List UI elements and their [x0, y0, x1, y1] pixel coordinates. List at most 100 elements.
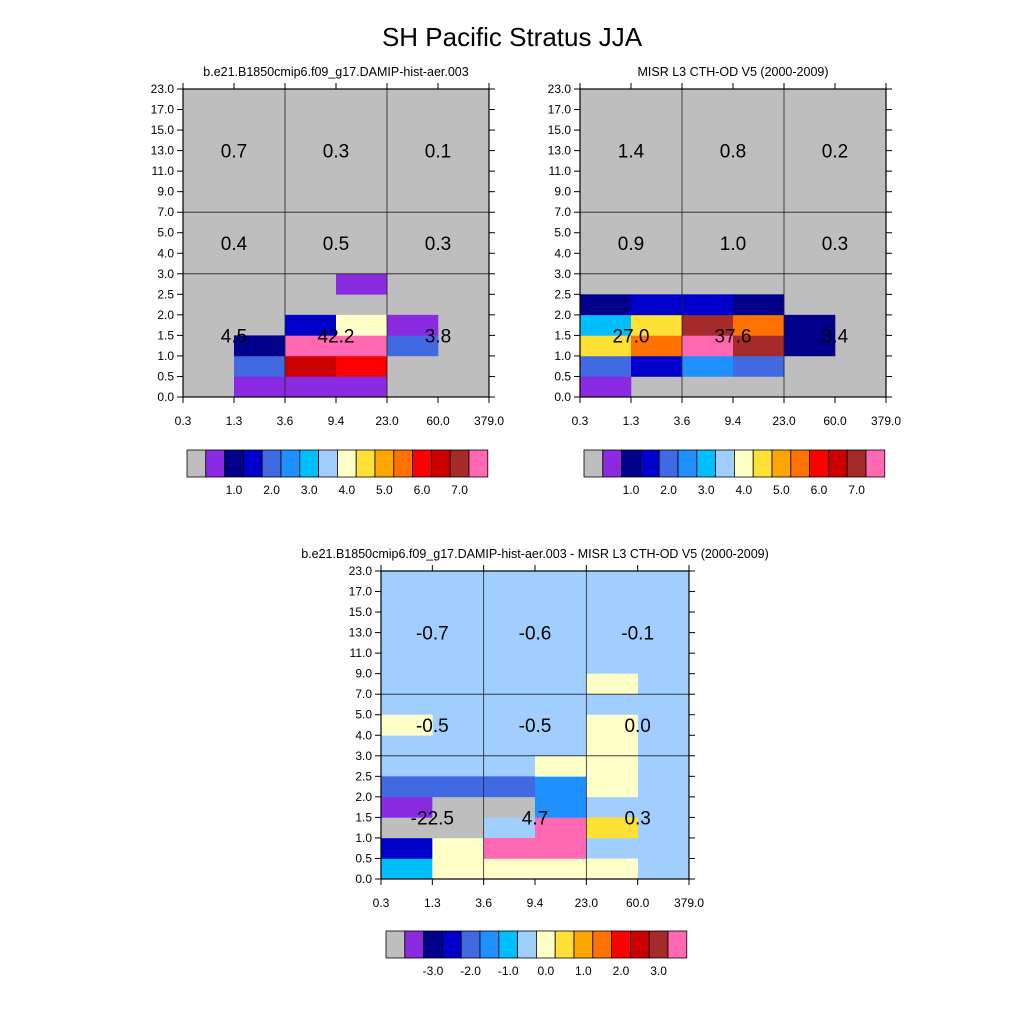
heatmap-cell	[387, 314, 439, 336]
panel-title: b.e21.B1850cmip6.f09_g17.DAMIP-hist-aer.…	[301, 547, 769, 561]
heatmap-cell	[381, 714, 433, 736]
colorbar-label: 5.0	[376, 483, 393, 497]
x-tick-label: 0.3	[373, 896, 390, 910]
y-tick-label: 11.0	[350, 646, 373, 660]
x-tick-label: 1.3	[424, 896, 441, 910]
y-tick-label: 4.0	[355, 728, 372, 742]
heatmap-cell	[682, 314, 734, 336]
colorbar-label: 6.0	[811, 483, 828, 497]
colorbar-label: 7.0	[848, 483, 865, 497]
region-total-label: 0.3	[822, 234, 848, 255]
colorbar-box	[261, 449, 282, 478]
colorbar-box	[734, 449, 754, 478]
heatmap-cell	[483, 776, 536, 798]
colorbar-box	[498, 930, 518, 959]
heatmap-cell	[285, 335, 337, 357]
colorbar-box	[592, 930, 612, 959]
chart-panel-model: b.e21.B1850cmip6.f09_g17.DAMIP-hist-aer.…	[151, 65, 505, 497]
colorbar-label: 1.0	[623, 483, 640, 497]
heatmap-cell	[381, 837, 433, 859]
heatmap-cell	[580, 355, 632, 377]
y-tick-label: 0.5	[157, 369, 174, 383]
region-total-label: -0.1	[621, 624, 654, 645]
heatmap-cell	[682, 294, 734, 316]
colorbar-box	[667, 930, 688, 959]
heatmap-cell	[381, 776, 433, 798]
heatmap-cell	[432, 837, 484, 859]
region-total-label: -0.5	[416, 716, 449, 737]
colorbar-label: -1.0	[498, 964, 519, 978]
colorbar-box	[640, 449, 660, 478]
region-total-label: 1.4	[618, 142, 645, 163]
heatmap-cell	[580, 376, 632, 398]
heatmap-cell	[586, 714, 638, 736]
colorbar-box	[336, 449, 357, 478]
colorbar-box	[715, 449, 735, 478]
heatmap-cell	[483, 837, 536, 859]
colorbar-label: 7.0	[451, 483, 468, 497]
y-tick-label: 23.0	[349, 564, 373, 578]
heatmap-cell	[381, 796, 433, 818]
colorbar-box	[536, 930, 556, 959]
x-tick-label: 9.4	[725, 414, 742, 428]
heatmap-cell	[234, 355, 286, 377]
y-tick-label: 23.0	[548, 82, 572, 96]
y-tick-label: 13.0	[349, 626, 373, 640]
heatmap-cell	[784, 335, 836, 357]
y-tick-label: 0.5	[554, 369, 571, 383]
colorbar-box	[790, 449, 810, 478]
heatmap-cell	[631, 294, 683, 316]
heatmap-cell	[733, 355, 785, 377]
y-tick-label: 15.0	[349, 605, 373, 619]
colorbar-label: 3.0	[650, 964, 667, 978]
x-tick-label: 9.4	[328, 414, 345, 428]
colorbar-box	[583, 449, 604, 478]
y-tick-label: 2.0	[355, 790, 372, 804]
heatmap-cell	[483, 858, 536, 880]
y-tick-label: 0.5	[355, 851, 372, 865]
colorbar-label: 3.0	[301, 483, 318, 497]
colorbar-box	[186, 449, 207, 478]
heatmap-cell	[784, 314, 836, 336]
colorbar-box	[318, 449, 338, 478]
colorbar-box	[517, 930, 537, 959]
colorbar-box	[658, 449, 679, 478]
y-tick-label: 1.5	[157, 328, 174, 342]
chart-panel-obs: MISR L3 CTH-OD V5 (2000-2009) 27.0 37.6 3.4…	[548, 65, 902, 497]
y-tick-label: 1.0	[554, 349, 571, 363]
heatmap-cell	[336, 335, 388, 357]
colorbar-label: 2.0	[263, 483, 280, 497]
colorbar-label: 4.0	[735, 483, 752, 497]
colorbar-box	[809, 449, 829, 478]
colorbar-box	[846, 449, 867, 478]
colorbar-box	[299, 449, 319, 478]
colorbar-label: 6.0	[414, 483, 431, 497]
colorbar-box	[752, 449, 773, 478]
y-tick-label: 0.0	[554, 390, 571, 404]
heatmap-cell	[432, 796, 484, 818]
heatmap-cell	[234, 335, 286, 357]
heatmap-cell	[483, 796, 536, 818]
region-total-label: 37.6	[715, 326, 752, 347]
heatmap-cell	[682, 335, 734, 357]
y-tick-label: 13.0	[151, 144, 175, 158]
y-tick-label: 11.0	[152, 164, 175, 178]
colorbar-box	[449, 449, 470, 478]
region-total-label: 0.4	[221, 234, 248, 255]
colorbar-box	[648, 930, 669, 959]
colorbar-box	[430, 449, 451, 478]
y-tick-label: 9.0	[157, 185, 174, 199]
region-total-label: 4.7	[522, 808, 548, 829]
heatmap-cell	[631, 335, 683, 357]
x-tick-label: 3.6	[674, 414, 691, 428]
region-total-label: -0.7	[416, 624, 449, 645]
y-tick-label: 17.0	[548, 103, 572, 117]
colorbar-label: 2.0	[613, 964, 630, 978]
x-tick-label: 60.0	[626, 896, 650, 910]
colorbar: -3.0 -2.0 -1.0 0.0 1.0 2.0 3.0	[385, 930, 688, 978]
x-tick-label: 23.0	[575, 896, 599, 910]
y-tick-label: 17.0	[349, 585, 373, 599]
y-tick-label: 3.0	[157, 267, 174, 281]
colorbar-label: -2.0	[460, 964, 481, 978]
y-tick-label: 3.0	[355, 749, 372, 763]
